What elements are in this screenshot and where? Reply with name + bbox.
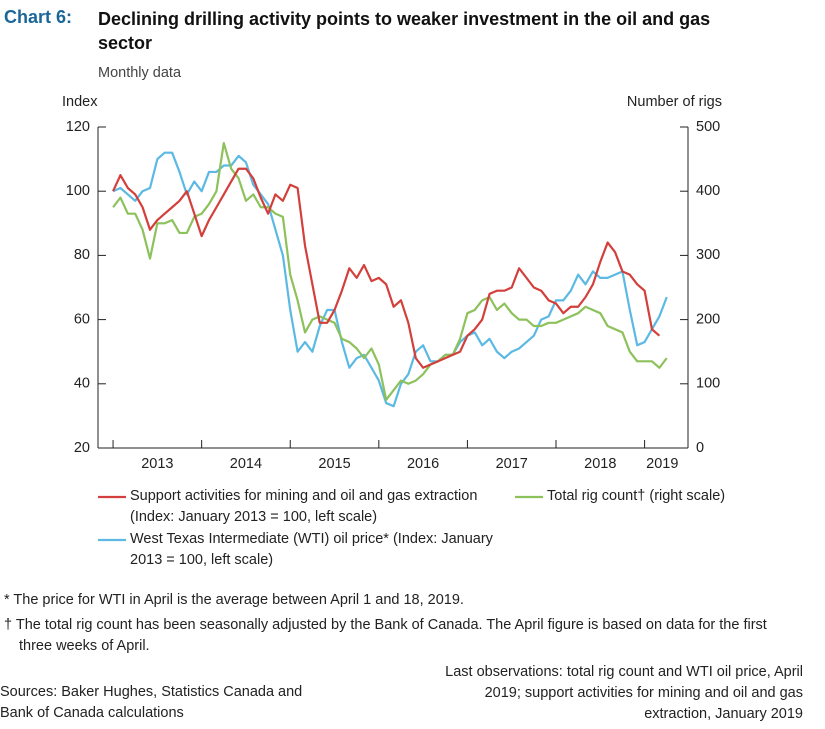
y2-tick-label: 400 <box>696 183 720 199</box>
chart-title: Declining drilling activity points to we… <box>98 9 711 53</box>
x-tick-label: 2019 <box>646 456 678 472</box>
footnote: * The price for WTI in April is the aver… <box>4 592 464 608</box>
footnote: † The total rig count has been seasonall… <box>4 617 767 654</box>
legend-label: West Texas Intermediate (WTI) oil price*… <box>130 531 493 568</box>
series-line <box>112 167 661 369</box>
y2-tick-label: 200 <box>696 311 720 327</box>
subtitle: Monthly data <box>98 65 182 81</box>
series-line <box>112 141 668 401</box>
last-observations: Last observations: total rig count and W… <box>445 664 803 722</box>
x-tick-label: 2018 <box>584 456 616 472</box>
y-tick-label: 80 <box>74 247 90 263</box>
y-tick-label: 40 <box>74 376 90 392</box>
x-tick-label: 2013 <box>141 456 173 472</box>
legend-label: Support activities for mining and oil an… <box>130 488 478 525</box>
legend-label: Total rig count† (right scale) <box>547 488 726 504</box>
x-tick-label: 2015 <box>318 456 350 472</box>
y-axis-label: Index <box>62 94 98 110</box>
y2-tick-label: 500 <box>696 119 720 135</box>
y2-tick-label: 0 <box>696 440 704 456</box>
y-tick-label: 20 <box>74 440 90 456</box>
x-tick-label: 2014 <box>230 456 262 472</box>
source: Sources: Baker Hughes, Statistics Canada… <box>0 684 303 721</box>
y-tick-label: 100 <box>66 183 90 199</box>
y2-tick-label: 300 <box>696 247 720 263</box>
y2-axis-label: Number of rigs <box>626 94 722 110</box>
y-tick-label: 60 <box>74 311 90 327</box>
y2-tick-label: 100 <box>696 376 720 392</box>
x-tick-label: 2017 <box>496 456 528 472</box>
chart-label: Chart 6: <box>4 7 73 27</box>
y-tick-label: 120 <box>66 119 90 135</box>
series-line <box>112 151 668 408</box>
x-tick-label: 2016 <box>407 456 439 472</box>
